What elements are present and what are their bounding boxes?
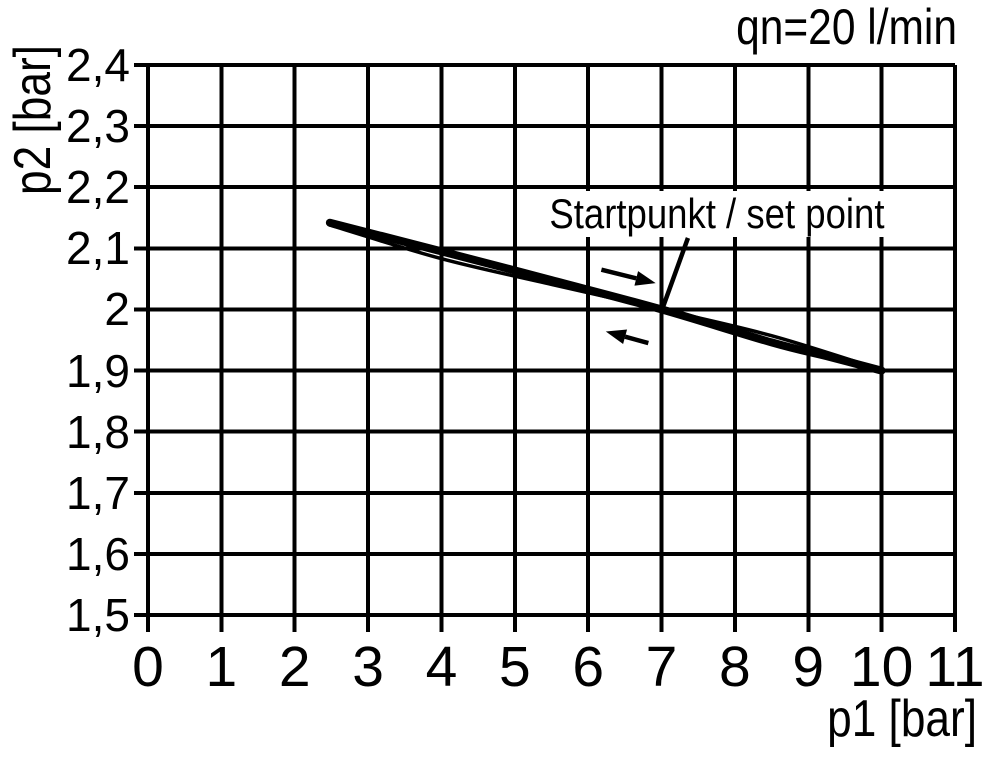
y-tick-label: 2 [104,283,130,336]
y-tick-label: 2,2 [66,161,130,214]
x-tick-label: 1 [205,635,238,699]
x-tick-label: 5 [498,635,531,699]
y-tick-label: 1,7 [66,466,130,519]
flow-rate-annotation: qn=20 l/min [736,0,957,55]
y-tick-label: 2,1 [66,222,130,275]
hysteresis-branch-thin [328,223,884,372]
y-tick-label: 2,4 [66,39,130,91]
set-point-pointer-line [660,237,691,308]
x-tick-label: 7 [645,635,678,699]
y-tick-label: 1,8 [66,405,130,458]
back-arrow-head [605,329,628,344]
forward-arrow-head [634,271,656,286]
back-arrow-shaft [624,334,649,346]
y-tick-label: 1,6 [66,527,130,580]
set-point-label: Startpunkt / set point [545,191,889,237]
x-tick-label: 4 [425,635,458,699]
y-tick-label: 2,3 [66,100,130,153]
y-tick-label: 1,5 [66,589,130,641]
x-axis-title: p1 [bar] [827,690,977,748]
forward-arrow-shaft [600,267,637,281]
y-tick-label: 1,9 [66,344,130,397]
x-tick-label: 8 [719,635,751,699]
x-tick-label: 9 [792,635,825,699]
x-tick-label: 0 [132,635,164,699]
x-tick-label: 3 [352,635,384,699]
x-tick-label: 2 [278,635,311,699]
x-tick-label: 10 [849,635,914,699]
x-tick-label: 6 [572,635,605,699]
x-tick-label: 11 [925,635,985,699]
